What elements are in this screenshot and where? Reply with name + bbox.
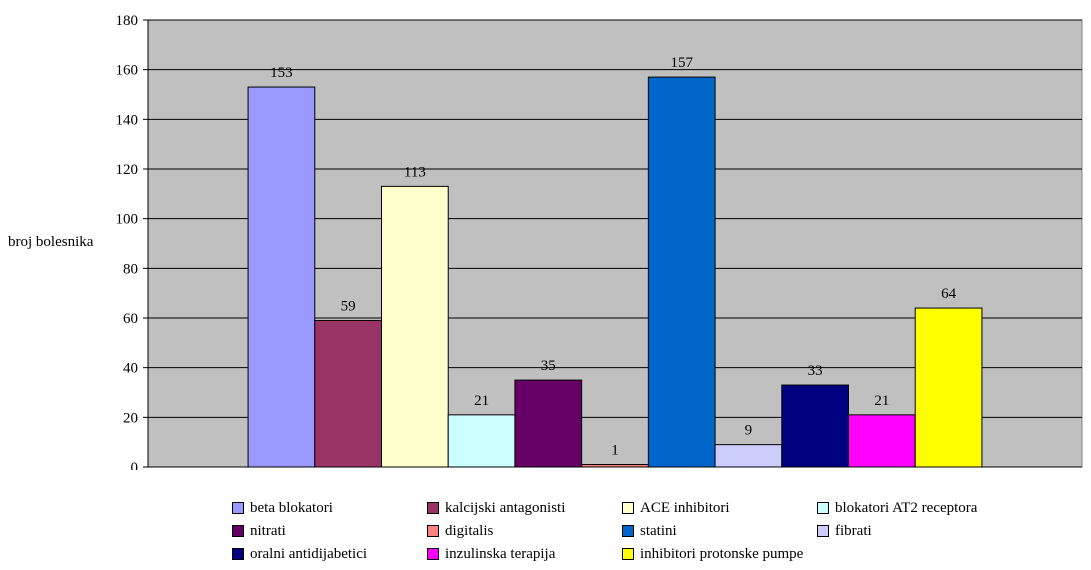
bar-blokatori-at2-receptora: [447, 414, 516, 468]
legend-label: statini: [640, 522, 677, 539]
bar-fibrati: [714, 444, 783, 468]
bar-inzulinska-terapija: [848, 414, 916, 468]
data-labels: 153 59 113 21 35 1 157 9 33 21 64: [270, 55, 956, 458]
y-tick-label: 180: [116, 13, 139, 29]
legend-swatch: [232, 548, 244, 560]
data-label: 157: [670, 55, 693, 71]
data-label: 1: [611, 443, 619, 459]
legend-label: inzulinska terapija: [445, 545, 556, 562]
bar-digitalis: [581, 464, 649, 468]
legend-item: inzulinska terapija: [427, 544, 622, 564]
legend-item: oralni antidijabetici: [232, 544, 427, 564]
legend-item: ACE inhibitori: [622, 498, 817, 518]
bar-statini: [647, 76, 716, 468]
legend-swatch: [622, 502, 634, 514]
y-tick-label: 80: [123, 261, 138, 277]
bar-beta-blokatori: [247, 86, 316, 468]
bar-ace-inhibitori: [381, 185, 449, 468]
legend-swatch: [232, 502, 244, 514]
legend-swatch: [427, 525, 439, 537]
legend-swatch: [817, 502, 829, 514]
y-tick-label: 60: [123, 311, 138, 327]
bar-nitrati: [514, 379, 583, 468]
legend-label: nitrati: [250, 522, 286, 539]
y-axis: 0 20 40 60 80 100 120 140 160 180: [116, 13, 149, 470]
y-tick-label: 140: [116, 112, 139, 128]
bar-kalcijski-antagonisti: [314, 319, 382, 468]
legend-label: blokatori AT2 receptora: [835, 499, 978, 516]
legend-item: blokatori AT2 receptora: [817, 498, 1057, 518]
bar-chart: 153 59 113 21 35 1 157 9 33 21 64 0 20 40 60 80 100 120 1…: [116, 13, 1083, 470]
data-label: 21: [474, 393, 489, 409]
legend-item: statini: [622, 521, 817, 541]
legend-item: kalcijski antagonisti: [427, 498, 622, 518]
legend-label: inhibitori protonske pumpe: [640, 545, 804, 562]
y-tick-label: 20: [123, 410, 138, 426]
legend-item: digitalis: [427, 521, 622, 541]
data-label: 21: [874, 393, 889, 409]
data-label: 9: [745, 423, 753, 439]
bar-inhibitori-protonske-pumpe: [914, 307, 983, 468]
y-tick-label: 100: [116, 212, 139, 228]
legend-label: kalcijski antagonisti: [445, 499, 566, 516]
data-label: 64: [941, 286, 957, 302]
legend-swatch: [232, 525, 244, 537]
legend-label: ACE inhibitori: [640, 499, 730, 516]
y-tick-label: 0: [131, 460, 139, 470]
y-axis-title: broj bolesnika: [8, 234, 94, 250]
data-label: 35: [541, 358, 556, 374]
bar-oralni-antidijabetici: [781, 384, 849, 468]
legend-label: digitalis: [445, 522, 494, 539]
legend-swatch: [622, 548, 634, 560]
data-label: 33: [808, 363, 823, 379]
y-tick-label: 160: [116, 63, 139, 79]
legend-swatch: [427, 502, 439, 514]
legend-item: inhibitori protonske pumpe: [622, 544, 817, 564]
data-label: 113: [404, 164, 426, 180]
legend-label: fibrati: [835, 522, 872, 539]
legend-label: oralni antidijabetici: [250, 545, 368, 562]
legend-swatch: [427, 548, 439, 560]
y-tick-label: 120: [116, 162, 139, 178]
legend-label: beta blokatori: [250, 499, 333, 516]
legend-item: fibrati: [817, 521, 1057, 541]
legend: beta blokatori kalcijski antagonisti ACE i…: [232, 498, 1072, 564]
data-label: 59: [341, 298, 356, 314]
legend-swatch: [622, 525, 634, 537]
legend-item: beta blokatori: [232, 498, 427, 518]
y-tick-label: 40: [123, 361, 138, 377]
data-label: 153: [270, 65, 293, 81]
legend-item: nitrati: [232, 521, 427, 541]
bars: [247, 76, 983, 468]
legend-swatch: [817, 525, 829, 537]
